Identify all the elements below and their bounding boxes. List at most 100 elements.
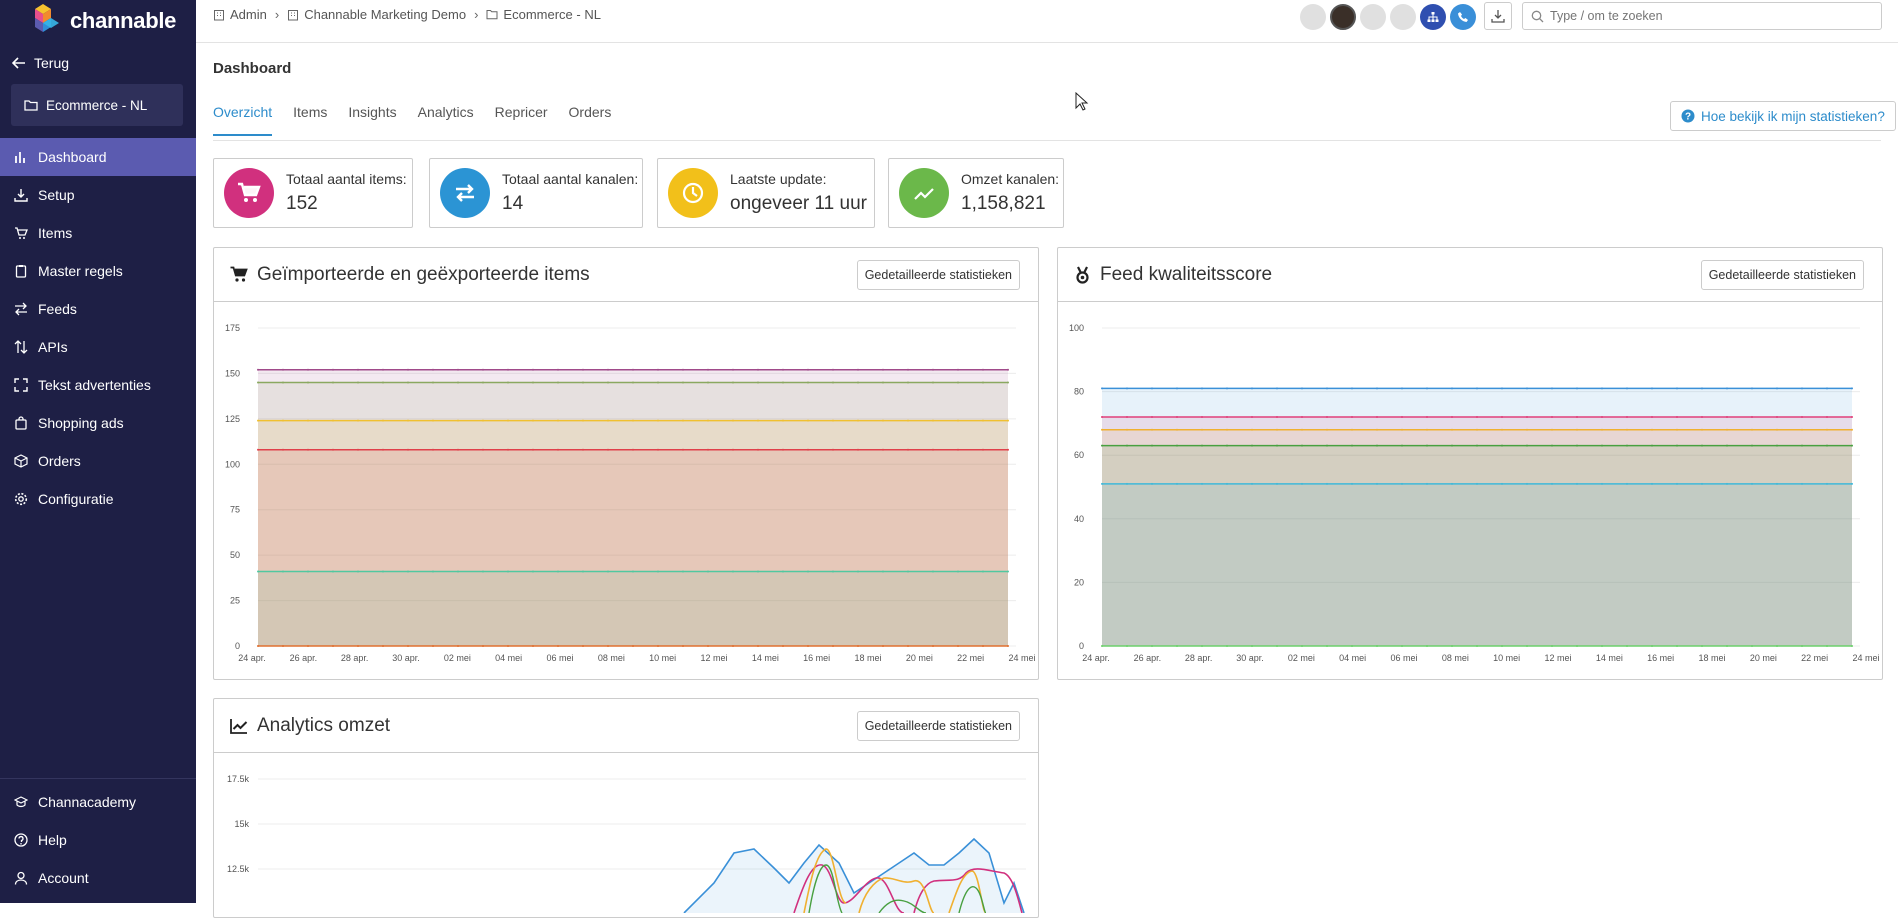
data-point [507, 368, 509, 371]
x-tick-label: 04 mei [495, 653, 522, 663]
sidebar-item-account[interactable]: Account [0, 859, 196, 897]
sidebar-item-channacademy[interactable]: Channacademy [0, 783, 196, 821]
data-point [1126, 387, 1128, 390]
data-point [1726, 645, 1728, 647]
statistics-help-button[interactable]: ? Hoe bekijk ik mijn statistieken? [1670, 101, 1896, 131]
y-tick-label: 0 [235, 641, 240, 651]
data-point [907, 368, 909, 371]
sidebar-item-label: Feeds [38, 301, 77, 317]
detailed-statistics-button[interactable]: Gedetailleerde statistieken [856, 260, 1020, 290]
avatar[interactable] [1360, 4, 1386, 30]
data-point [1251, 428, 1253, 431]
chevron-right-icon: › [474, 7, 479, 22]
sidebar: channable Terug Ecommerce - NL Dashboard… [0, 0, 196, 903]
avatar[interactable] [1390, 4, 1416, 30]
data-point [1007, 570, 1009, 573]
breadcrumb-item[interactable]: Admin [213, 7, 267, 22]
sidebar-item-dashboard[interactable]: Dashboard [0, 138, 196, 176]
project-selector[interactable]: Ecommerce - NL [11, 84, 183, 126]
data-point [607, 645, 609, 647]
avatar[interactable] [1300, 4, 1326, 30]
data-point [382, 419, 384, 422]
data-point [1201, 428, 1203, 431]
sidebar-item-tekst-advertenties[interactable]: Tekst advertenties [0, 366, 196, 404]
channable-logo-icon [35, 4, 59, 32]
data-point [1676, 416, 1678, 419]
data-point [1701, 444, 1703, 447]
back-link[interactable]: Terug [12, 55, 69, 71]
data-point [1101, 645, 1103, 647]
breadcrumb-item[interactable]: Channable Marketing Demo [287, 7, 466, 22]
data-point [257, 419, 259, 422]
data-point [1401, 387, 1403, 390]
logo[interactable]: channable [24, 2, 176, 40]
data-point [1426, 645, 1428, 647]
data-point [1851, 387, 1853, 390]
sidebar-item-master-regels[interactable]: Master regels [0, 252, 196, 290]
series-area [258, 369, 1008, 646]
search-input[interactable] [1550, 9, 1850, 23]
data-point [682, 570, 684, 573]
data-point [1376, 645, 1378, 647]
search-box[interactable] [1522, 2, 1882, 30]
data-point [1151, 428, 1153, 431]
data-point [807, 368, 809, 371]
x-tick-label: 22 mei [957, 653, 984, 663]
data-point [632, 570, 634, 573]
data-point [582, 368, 584, 371]
tab-items[interactable]: Items [293, 104, 328, 120]
sitemap-icon[interactable] [1420, 4, 1446, 30]
avatar[interactable] [1330, 4, 1356, 30]
sidebar-item-items[interactable]: Items [0, 214, 196, 252]
y-tick-label: 100 [1069, 323, 1084, 333]
sidebar-item-label: Items [38, 225, 73, 241]
sidebar-item-apis[interactable]: APIs [0, 328, 196, 366]
breadcrumb-item[interactable]: Ecommerce - NL [486, 7, 601, 22]
y-tick-label: 17.5k [227, 774, 250, 784]
tab-analytics[interactable]: Analytics [417, 104, 474, 120]
data-point [457, 645, 459, 647]
data-point [1701, 416, 1703, 419]
data-point [482, 645, 484, 647]
sidebar-item-help[interactable]: Help [0, 821, 196, 859]
tab-repricer[interactable]: Repricer [494, 104, 548, 120]
phone-icon[interactable] [1450, 4, 1476, 30]
data-point [782, 645, 784, 647]
detailed-statistics-button[interactable]: Gedetailleerde statistieken [856, 711, 1020, 741]
sidebar-item-feeds[interactable]: Feeds [0, 290, 196, 328]
data-point [932, 381, 934, 384]
data-point [1401, 428, 1403, 431]
download-button[interactable] [1484, 2, 1512, 30]
data-point [782, 381, 784, 384]
sidebar-item-label: Channacademy [38, 794, 137, 810]
data-point [382, 570, 384, 573]
data-point [732, 381, 734, 384]
data-point [707, 570, 709, 573]
x-tick-label: 24 mei [1852, 653, 1879, 663]
data-point [407, 448, 409, 451]
stat-label: Laatste update: [730, 171, 827, 187]
y-tick-label: 50 [230, 550, 240, 560]
sidebar-item-setup[interactable]: Setup [0, 176, 196, 214]
x-tick-label: 30 apr. [1236, 653, 1264, 663]
tab-orders[interactable]: Orders [568, 104, 612, 120]
data-point [1376, 444, 1378, 447]
sidebar-item-label: Help [38, 832, 67, 848]
data-point [1476, 645, 1478, 647]
x-tick-label: 20 mei [1750, 653, 1777, 663]
sidebar-item-configuratie[interactable]: Configuratie [0, 480, 196, 518]
data-point [332, 645, 334, 647]
stat-value: 152 [286, 193, 318, 214]
detailed-statistics-button[interactable]: Gedetailleerde statistieken [1700, 260, 1864, 290]
data-point [1651, 645, 1653, 647]
tab-insights[interactable]: Insights [348, 104, 397, 120]
series-area [258, 571, 1008, 646]
tab-overzicht[interactable]: Overzicht [213, 104, 273, 136]
data-point [1301, 428, 1303, 431]
page-title: Dashboard [213, 60, 292, 77]
data-point [1251, 645, 1253, 647]
data-point [332, 381, 334, 384]
sidebar-item-orders[interactable]: Orders [0, 442, 196, 480]
sidebar-item-shopping-ads[interactable]: Shopping ads [0, 404, 196, 442]
data-point [1251, 387, 1253, 390]
